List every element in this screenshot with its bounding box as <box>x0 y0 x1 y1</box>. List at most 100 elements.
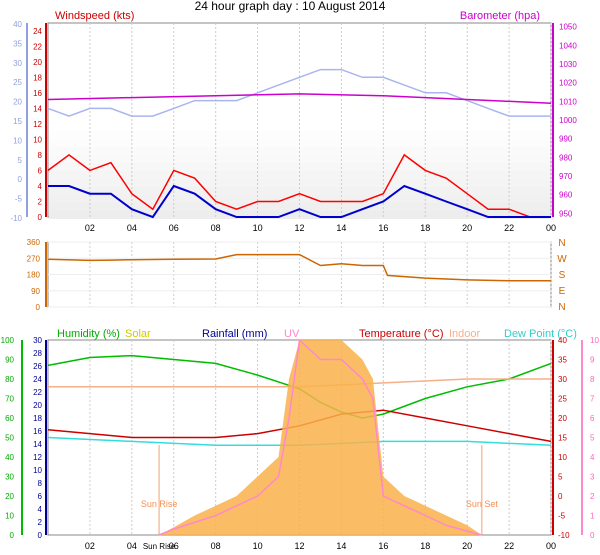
barometer-axis-tick-label: 980 <box>559 153 573 162</box>
uv-label: UV <box>284 328 300 340</box>
barometer-axis-tick-label: 1050 <box>559 23 577 32</box>
panel1-x-tick-label: 08 <box>211 223 221 233</box>
windspeed-axis-tick-label: 4 <box>38 182 43 191</box>
humidity-axis-tick-label: 30 <box>5 473 14 482</box>
rainfall-label: Rainfall (mm) <box>202 328 267 340</box>
humidity-axis-tick-label: 90 <box>5 356 14 365</box>
sunrise-x-label: Sun Rise <box>143 542 176 551</box>
temperature-axis-tick-label: 5 <box>558 473 563 482</box>
uv-axis-tick-label: 6 <box>590 414 595 423</box>
chart-title: 24 hour graph day : 10 August 2014 <box>195 0 386 13</box>
temperature-axis-tick-label: 10 <box>558 453 567 462</box>
panel3-x-tick-label: 22 <box>504 541 514 551</box>
panel3-x-tick-label: 20 <box>462 541 472 551</box>
rainfall-axis-tick-label: 22 <box>33 388 42 397</box>
gust-axis-tick-label: 40 <box>13 20 22 29</box>
rainfall-axis-tick-label: 6 <box>38 492 43 501</box>
barometer-axis-tick-label: 950 <box>559 209 573 218</box>
compass-label: E <box>559 286 566 297</box>
barometer-axis-tick-label: 960 <box>559 191 573 200</box>
rainfall-axis-tick-label: 30 <box>33 336 42 345</box>
series-solar-area <box>159 340 482 535</box>
barometer-axis-tick-label: 990 <box>559 135 573 144</box>
series-wind-direction <box>47 253 551 282</box>
gust-axis-tick-label: 0 <box>18 175 23 184</box>
series-uv <box>158 338 482 536</box>
sunset-label: Sun Set <box>466 499 499 509</box>
rainfall-axis-tick-label: 24 <box>33 375 42 384</box>
windspeed-axis-tick-label: 2 <box>38 197 43 206</box>
panel3-x-tick-label: 08 <box>211 541 221 551</box>
direction-axis-tick-label: 180 <box>27 271 41 280</box>
panel3-x-tick-label: 06 <box>169 541 179 551</box>
gust-axis-tick-label: -5 <box>15 195 23 204</box>
panel1-x-tick-label: 04 <box>127 223 137 233</box>
panel3-x-tick-label: 00 <box>546 541 556 551</box>
windspeed-axis-tick-label: 16 <box>33 89 42 98</box>
uv-axis-tick-label: 9 <box>590 356 595 365</box>
humidity-axis-tick-label: 70 <box>5 395 14 404</box>
rainfall-axis-tick-label: 14 <box>33 440 42 449</box>
windspeed-axis-tick-label: 24 <box>33 27 42 36</box>
panel3-x-tick-label: 16 <box>378 541 388 551</box>
compass-label: N <box>558 238 565 249</box>
compass-label: S <box>559 270 566 281</box>
gust-axis-tick-label: 20 <box>13 98 22 107</box>
rainfall-axis-tick-label: 4 <box>38 505 43 514</box>
sunrise-label: Sun Rise <box>141 499 178 509</box>
gust-axis-tick-label: 5 <box>18 156 23 165</box>
humidity-axis-tick-label: 80 <box>5 375 14 384</box>
gust-axis-tick-label: 30 <box>13 59 22 68</box>
series-windspeed-kts- <box>47 153 551 218</box>
indoor-label: Indoor <box>449 328 481 340</box>
compass-label: N <box>558 302 565 313</box>
panel3-x-tick-label: 18 <box>420 541 430 551</box>
panel1-x-tick-label: 14 <box>336 223 346 233</box>
humidity-axis-tick-label: 10 <box>5 512 14 521</box>
humidity-axis-tick-label: 40 <box>5 453 14 462</box>
panel3-x-tick-label: 02 <box>85 541 95 551</box>
windspeed-axis-tick-label: 12 <box>33 120 42 129</box>
uv-axis-tick-label: 5 <box>590 434 595 443</box>
humidity-axis-tick-label: 50 <box>5 434 14 443</box>
panel1-x-tick-label: 22 <box>504 223 514 233</box>
direction-axis-tick-label: 270 <box>27 254 41 263</box>
temperature-axis-tick-label: 35 <box>558 356 567 365</box>
rainfall-axis-tick-label: 8 <box>38 479 43 488</box>
temperature-axis-tick-label: 40 <box>558 336 567 345</box>
direction-axis-tick-label: 360 <box>27 238 41 247</box>
panel1-x-tick-label: 20 <box>462 223 472 233</box>
rainfall-axis-tick-label: 28 <box>33 349 42 358</box>
panel1-x-tick-label: 02 <box>85 223 95 233</box>
gust-axis-tick-label: 25 <box>13 78 22 87</box>
windspeed-axis-tick-label: 6 <box>38 166 43 175</box>
windspeed-axis-tick-label: 0 <box>38 213 43 222</box>
barometer-axis-tick-label: 1030 <box>559 60 577 69</box>
windspeed-axis-tick-label: 8 <box>38 151 43 160</box>
rainfall-axis-tick-label: 2 <box>38 518 43 527</box>
temperature-axis-tick-label: 15 <box>558 434 567 443</box>
windspeed-axis-tick-label: 20 <box>33 58 42 67</box>
rainfall-axis-tick-label: 12 <box>33 453 42 462</box>
windspeed-axis-tick-label: 18 <box>33 73 42 82</box>
direction-axis-tick-label: 0 <box>36 303 41 312</box>
temperature-axis-tick-label: 0 <box>558 492 563 501</box>
barometer-axis-tick-label: 970 <box>559 172 573 181</box>
rainfall-axis-tick-label: 26 <box>33 362 42 371</box>
windspeed-axis-tick-label: 22 <box>33 42 42 51</box>
humidity-label: Humidity (%) <box>57 328 120 340</box>
panel1-x-tick-label: 16 <box>378 223 388 233</box>
series-wind-blue- <box>48 184 551 219</box>
rainfall-axis-tick-label: 10 <box>33 466 42 475</box>
panel1-x-tick-label: 06 <box>169 223 179 233</box>
temperature-axis-tick-label: -5 <box>558 512 566 521</box>
temperature-axis-tick-label: -10 <box>558 531 570 540</box>
panel1-x-tick-label: 00 <box>546 223 556 233</box>
series-barometer-hpa- <box>47 93 552 104</box>
uv-axis-tick-label: 0 <box>590 531 595 540</box>
gust-axis-tick-label: -10 <box>10 214 22 223</box>
barometer-axis-tick-label: 1020 <box>559 79 577 88</box>
humidity-axis-tick-label: 60 <box>5 414 14 423</box>
